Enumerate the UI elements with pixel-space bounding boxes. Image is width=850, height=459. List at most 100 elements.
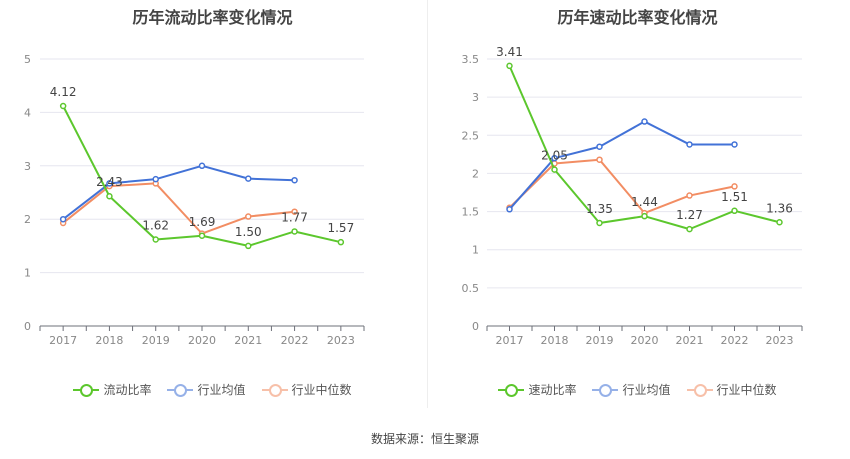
data-point — [551, 166, 558, 173]
quick-ratio-chart-panel: 历年速动比率变化情况 0 0.5 1 1.5 2 2.5 3 3.5 2017 2018 2019 2… — [425, 0, 850, 410]
legend-item-industry-mean[interactable]: 行业均值 — [592, 381, 671, 398]
data-point — [641, 212, 648, 220]
data-label: 3.41 — [496, 45, 523, 59]
x-tick-label: 2019 — [586, 334, 614, 347]
data-label: 2.05 — [541, 149, 568, 163]
x-tick-label: 2021 — [676, 334, 704, 347]
legend-label: 流动比率 — [103, 383, 152, 397]
legend-item-current-ratio[interactable]: 流动比率 — [73, 381, 151, 398]
series-line — [508, 158, 735, 215]
x-tick-label: 2018 — [541, 334, 569, 347]
legend-label: 行业均值 — [622, 383, 671, 397]
data-point — [641, 118, 648, 125]
legend-label: 行业中位数 — [716, 383, 777, 397]
y-tick-label: 3 — [24, 160, 31, 173]
legend-item-industry-mean[interactable]: 行业均值 — [167, 381, 246, 398]
data-point — [506, 206, 513, 213]
current-ratio-chart-panel: 历年流动比率变化情况 0 1 2 3 4 5 2017 2018 2019 2020 2021 202… — [0, 0, 425, 410]
y-tick-label: 1 — [24, 267, 31, 280]
data-point — [291, 228, 298, 235]
legend-marker — [686, 383, 713, 397]
data-point — [198, 232, 206, 240]
y-tick-label: 3.5 — [462, 53, 480, 66]
data-label: 1.62 — [142, 218, 169, 232]
data-label: 1.50 — [235, 225, 262, 239]
data-point — [731, 141, 738, 148]
data-label: 1.69 — [189, 215, 216, 229]
y-tick-label: 0 — [472, 320, 479, 333]
data-point — [291, 208, 298, 215]
x-tick-label: 2020 — [188, 334, 216, 347]
data-label: 1.77 — [281, 210, 308, 224]
data-label: 1.35 — [586, 202, 613, 216]
data-point — [731, 183, 738, 190]
y-tick-label: 1 — [472, 244, 479, 257]
legend-marker — [261, 383, 288, 397]
x-tick-label: 2022 — [721, 334, 749, 347]
y-tick-label: 4 — [24, 106, 31, 119]
data-label: 2.43 — [96, 175, 123, 189]
legend-label: 行业中位数 — [291, 383, 352, 397]
x-tick-label: 2023 — [766, 334, 794, 347]
legend-label: 行业均值 — [197, 383, 246, 397]
legend-marker — [167, 383, 194, 397]
panel-divider — [427, 0, 428, 408]
data-point — [291, 176, 298, 184]
data-point — [152, 175, 159, 183]
y-tick-label: 2.5 — [462, 129, 480, 142]
data-label: 4.12 — [50, 85, 77, 99]
data-point — [596, 156, 603, 163]
y-tick-label: 1.5 — [462, 206, 480, 219]
x-tick-label: 2023 — [327, 334, 355, 347]
data-point — [686, 225, 693, 233]
data-point — [198, 162, 206, 170]
x-tick-label: 2020 — [631, 334, 659, 347]
data-point — [337, 238, 345, 246]
x-tick-label: 2019 — [142, 334, 170, 347]
data-point — [686, 192, 693, 199]
data-point — [596, 143, 603, 150]
current-ratio-chart: 0 1 2 3 4 5 2017 2018 2019 2020 2021 2022 2023 4.12 2.… — [24, 53, 365, 347]
data-point — [596, 219, 603, 227]
legend-item-industry-median[interactable]: 行业中位数 — [686, 381, 777, 398]
y-tick-label: 2 — [472, 167, 479, 180]
data-label: 1.51 — [721, 190, 748, 204]
data-point — [506, 62, 513, 70]
x-tick-label: 2022 — [281, 334, 309, 347]
legend-marker — [73, 383, 100, 397]
series-line — [508, 120, 735, 210]
series-line — [62, 164, 295, 220]
data-point — [106, 192, 113, 200]
data-source-note: 数据来源：恒生聚源 — [370, 432, 479, 446]
x-tick-label: 2017 — [496, 334, 524, 347]
y-tick-label: 3 — [472, 91, 479, 104]
x-tick-label: 2021 — [234, 334, 262, 347]
y-tick-label: 5 — [24, 53, 31, 66]
data-point — [245, 175, 252, 182]
data-point — [59, 102, 67, 110]
quick-ratio-chart: 0 0.5 1 1.5 2 2.5 3 3.5 2017 2018 2019 2020 2021 2022… — [462, 45, 803, 347]
chart-legend: 速动比率 行业均值 行业中位数 — [425, 381, 850, 398]
data-point — [551, 154, 558, 162]
data-point — [59, 215, 67, 223]
data-point — [245, 213, 252, 220]
data-point — [686, 141, 693, 148]
y-tick-label: 0 — [24, 320, 31, 333]
data-label: 1.44 — [631, 195, 658, 209]
data-point — [106, 180, 113, 187]
data-point — [731, 207, 738, 215]
chart-title: 历年速动比率变化情况 — [557, 8, 718, 27]
legend-item-industry-median[interactable]: 行业中位数 — [261, 381, 352, 398]
data-point — [152, 236, 159, 243]
chart-legend: 流动比率 行业均值 行业中位数 — [0, 381, 425, 398]
series-line — [62, 182, 295, 235]
legend-label: 速动比率 — [528, 383, 577, 397]
y-tick-label: 2 — [24, 213, 31, 226]
x-tick-label: 2018 — [95, 334, 123, 347]
y-tick-label: 0.5 — [462, 282, 480, 295]
data-label: 1.36 — [766, 201, 793, 215]
legend-marker — [498, 383, 525, 397]
data-point — [245, 242, 252, 250]
legend-item-quick-ratio[interactable]: 速动比率 — [498, 381, 576, 398]
chart-title: 历年流动比率变化情况 — [132, 8, 293, 27]
